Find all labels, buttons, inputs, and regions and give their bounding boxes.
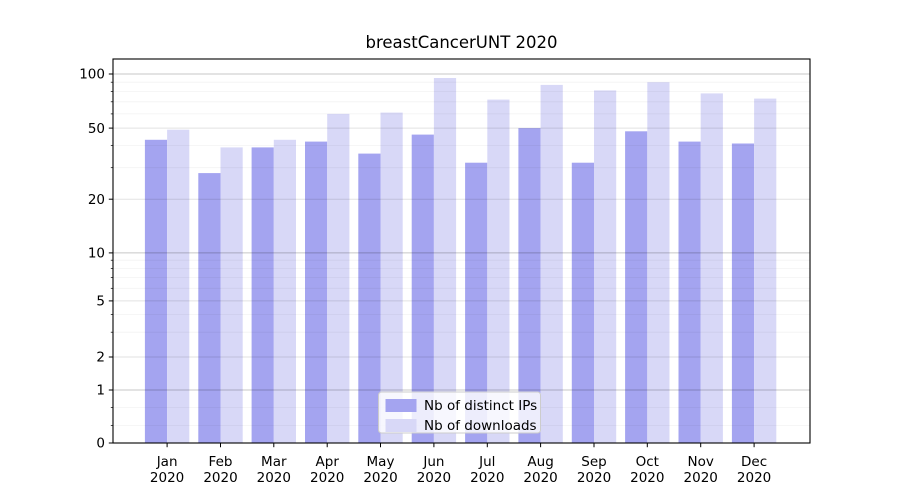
bar-jan-distinct-ips <box>144 139 168 444</box>
x-year-label: 2020 <box>203 470 237 486</box>
legend-label: Nb of downloads <box>424 418 537 434</box>
y-tick-label: 0 <box>96 436 105 452</box>
y-tick-label: 10 <box>88 246 105 262</box>
y-tick-label: 1 <box>96 383 105 399</box>
x-month-label: Dec <box>741 454 767 470</box>
x-year-label: 2020 <box>684 470 718 486</box>
y-tick-label: 2 <box>96 350 105 366</box>
gridlines-layer <box>113 73 810 426</box>
x-month-label: Aug <box>527 454 553 470</box>
bars-layer <box>144 78 777 444</box>
bar-nov-distinct-ips <box>678 141 701 443</box>
x-year-label: 2020 <box>257 470 291 486</box>
x-year-label: 2020 <box>417 470 451 486</box>
bar-dec-distinct-ips <box>731 143 755 443</box>
bar-sep-distinct-ips <box>571 162 594 443</box>
bar-jul-distinct-ips <box>465 162 488 443</box>
y-tick-label: 50 <box>88 121 105 137</box>
y-tick-label: 5 <box>96 294 105 310</box>
bar-sep-downloads <box>594 90 617 444</box>
x-month-label: Sep <box>581 454 606 470</box>
chart-title: breastCancerUNT 2020 <box>365 33 558 52</box>
x-month-label: Jun <box>422 454 444 470</box>
x-year-label: 2020 <box>737 470 771 486</box>
bar-oct-distinct-ips <box>625 131 648 444</box>
x-month-label: Oct <box>636 454 659 470</box>
x-year-label: 2020 <box>470 470 504 486</box>
bar-jul-downloads <box>487 99 510 443</box>
bar-jan-downloads <box>167 129 190 443</box>
bar-nov-downloads <box>700 93 723 444</box>
x-year-label: 2020 <box>363 470 397 486</box>
x-month-label: Feb <box>209 454 233 470</box>
legend-swatch <box>385 419 417 432</box>
x-month-label: Jul <box>478 454 495 470</box>
x-month-label: Jan <box>156 454 178 470</box>
bar-may-distinct-ips <box>358 153 381 443</box>
bar-jun-distinct-ips <box>411 134 434 443</box>
y-tick-label: 20 <box>88 192 105 208</box>
x-month-label: Apr <box>316 454 340 470</box>
bar-may-downloads <box>380 112 403 443</box>
x-month-label: Nov <box>688 454 714 470</box>
bar-oct-downloads <box>647 82 670 443</box>
bar-jun-downloads <box>433 78 457 443</box>
x-year-label: 2020 <box>630 470 664 486</box>
bar-aug-downloads <box>540 84 563 444</box>
legend-box <box>378 391 541 434</box>
x-year-label: 2020 <box>523 470 557 486</box>
bar-apr-downloads <box>327 113 350 444</box>
bar-apr-distinct-ips <box>305 141 328 443</box>
legend-label: Nb of distinct IPs <box>424 398 537 414</box>
legend: Nb of distinct IPs Nb of downloads <box>378 391 541 434</box>
x-year-label: 2020 <box>150 470 184 486</box>
legend-swatch <box>385 399 417 412</box>
x-year-label: 2020 <box>577 470 611 486</box>
bar-mar-downloads <box>273 139 296 444</box>
x-axis: Jan2020Feb2020Mar2020Apr2020May2020Jun20… <box>150 443 771 486</box>
y-axis: 0 1 2 5 10 20 50 100 <box>79 67 113 452</box>
x-month-label: May <box>367 454 395 470</box>
bar-feb-distinct-ips <box>198 173 221 443</box>
bar-mar-distinct-ips <box>251 147 274 443</box>
x-month-label: Mar <box>261 454 287 470</box>
y-tick-label: 100 <box>79 67 105 83</box>
x-year-label: 2020 <box>310 470 344 486</box>
bar-feb-downloads <box>220 147 243 443</box>
bar-dec-downloads <box>754 98 777 443</box>
bar-aug-distinct-ips <box>518 128 541 443</box>
plot-border <box>112 58 811 444</box>
